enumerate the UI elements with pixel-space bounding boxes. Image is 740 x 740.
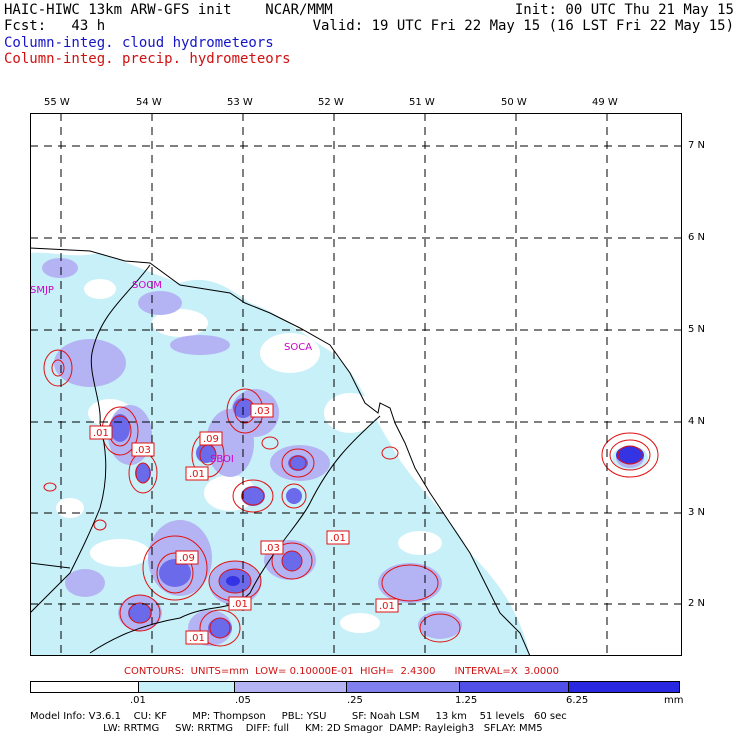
lon-label: 49 W (592, 97, 618, 108)
color-scale-segment (569, 682, 679, 692)
color-scale-units: mm (664, 695, 684, 706)
contour-labels: .01 .03 .03 .09 .01 .03 .09 .01 .01 .01 … (89, 403, 399, 645)
coastline-borders (30, 247, 531, 656)
contour-label: .03 (135, 445, 151, 456)
lat-label: 7 N (688, 140, 706, 151)
station-label: SOCA (284, 342, 312, 353)
forecast-hour: Fcst: 43 h (4, 18, 106, 34)
lon-label: 52 W (318, 97, 344, 108)
forecast-map: SMJP SOCM SOCA SBOI .01 .03 .03 .09 .01 … (30, 113, 682, 656)
color-scale-label: .01 (130, 695, 146, 706)
color-scale-segment (347, 682, 460, 692)
lat-lon-grid (30, 113, 682, 656)
color-scale-segment (31, 682, 139, 692)
model-info-line1: Model Info: V3.6.1 CU: KF MP: Thompson P… (30, 711, 567, 722)
color-scale-segment (235, 682, 348, 692)
legend-cloud: Column-integ. cloud hydrometeors (4, 35, 274, 51)
contour-label: .01 (379, 601, 395, 612)
contour-label: .03 (264, 543, 280, 554)
header-title: HAIC-HIWC 13km ARW-GFS init NCAR/MMM (4, 2, 333, 18)
contour-label: .01 (189, 633, 205, 644)
color-scale-bar (30, 681, 680, 693)
map-frame (30, 113, 682, 656)
contour-label: .01 (330, 533, 346, 544)
color-scale-label: .05 (235, 695, 251, 706)
lon-label: 51 W (409, 97, 435, 108)
init-time: Init: 00 UTC Thu 21 May 15 (514, 2, 734, 18)
clear-areas (56, 279, 442, 633)
lat-label: 4 N (688, 416, 706, 427)
model-info-line2: LW: RRTMG SW: RRTMG DIFF: full KM: 2D Sm… (30, 723, 543, 734)
color-scale-segment (138, 682, 236, 692)
station-label: SOCM (132, 280, 162, 291)
precip-core-shading (110, 398, 308, 638)
color-scale-label: .25 (347, 695, 363, 706)
contour-label: .03 (254, 406, 270, 417)
contour-label: .09 (203, 434, 219, 445)
color-scale-label: 1.25 (455, 695, 478, 706)
contour-label: .01 (232, 599, 248, 610)
map-ticks (675, 145, 682, 605)
contour-label: .01 (93, 428, 109, 439)
lat-label: 3 N (688, 507, 706, 518)
lat-label: 6 N (688, 232, 706, 243)
lat-label: 2 N (688, 598, 706, 609)
legend-precip: Column-integ. precip. hydrometeors (4, 51, 291, 67)
lon-label: 55 W (44, 97, 70, 108)
station-label: SMJP (30, 285, 54, 296)
lon-label: 54 W (136, 97, 162, 108)
color-scale-segment (459, 682, 570, 692)
lon-label: 50 W (501, 97, 527, 108)
contour-label: .01 (189, 469, 205, 480)
lon-label: 53 W (227, 97, 253, 108)
color-scale-label: 6.25 (566, 695, 589, 706)
lat-label: 5 N (688, 324, 706, 335)
station-label: SBOI (210, 454, 234, 465)
contour-label: .09 (179, 553, 195, 564)
precip-peak-shading (226, 446, 644, 586)
contour-info: CONTOURS: UNITS=mm LOW= 0.10000E-01 HIGH… (124, 666, 559, 677)
valid-time: Valid: 19 UTC Fri 22 May 15 (16 LST Fri … (312, 18, 734, 34)
